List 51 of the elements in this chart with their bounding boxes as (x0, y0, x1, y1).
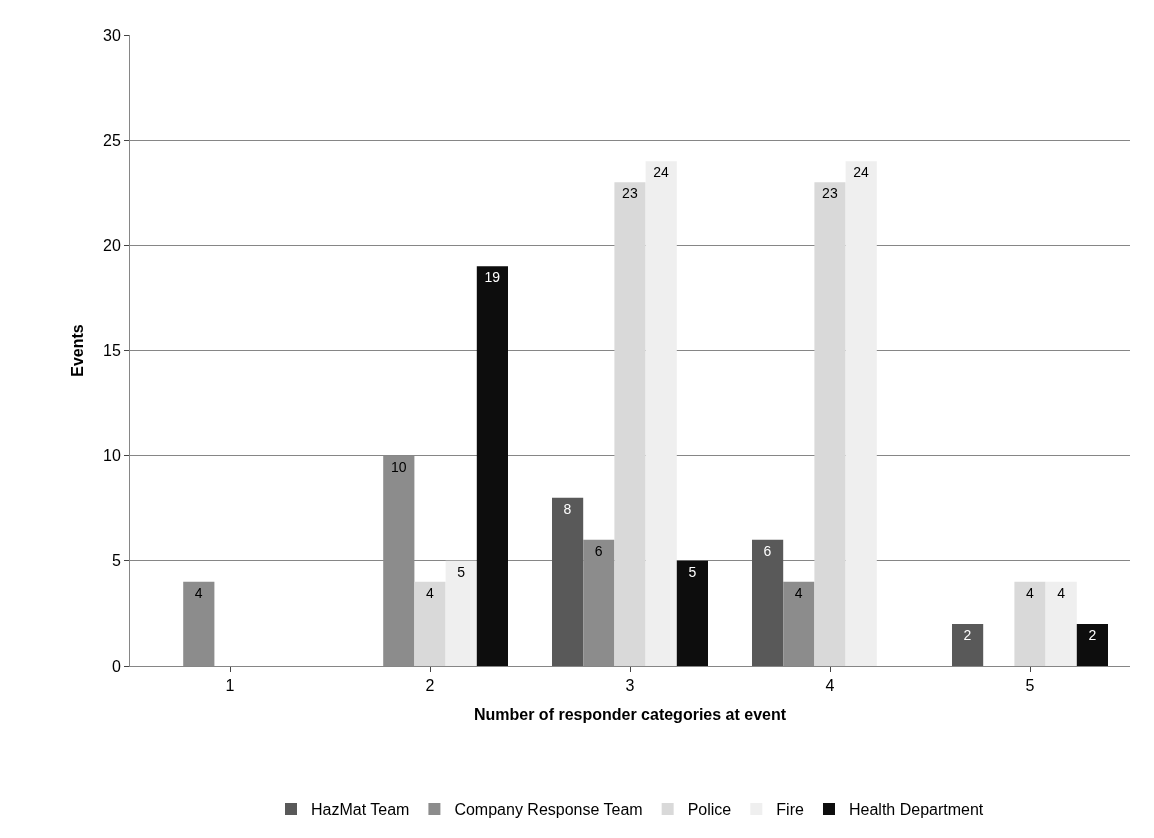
data-label: 2 (1088, 626, 1097, 643)
legend-label: HazMat Team (311, 801, 410, 819)
bar (676, 560, 708, 666)
data-label: 4 (794, 584, 803, 601)
x-axis-title: Number of responder categories at event (473, 705, 787, 723)
x-tick-label: 3 (625, 677, 635, 695)
bar (952, 623, 984, 666)
y-tick-label: 15 (103, 342, 121, 360)
bar (1014, 581, 1046, 666)
bar (1045, 581, 1077, 666)
bar (845, 161, 877, 666)
data-label: 4 (194, 584, 203, 601)
y-tick-label: 25 (103, 131, 121, 149)
data-label: 24 (853, 164, 870, 181)
data-label: 10 (390, 458, 407, 475)
bar (414, 581, 446, 666)
legend-label: Company Response Team (454, 801, 643, 819)
bar (552, 497, 584, 666)
x-tick-label: 5 (1025, 677, 1035, 695)
data-label: 5 (457, 563, 466, 580)
data-label: 23 (622, 185, 638, 202)
legend-label: Health Department (848, 801, 984, 819)
y-axis-title: Events (68, 324, 86, 377)
y-tick-label: 30 (103, 26, 121, 44)
data-label: 5 (688, 563, 697, 580)
bar (752, 539, 784, 666)
legend-label: Police (687, 801, 732, 819)
data-label: 23 (822, 185, 838, 202)
y-tick-label: 5 (111, 552, 121, 570)
bar (476, 266, 508, 666)
data-label: 4 (1057, 584, 1066, 601)
data-label: 4 (426, 584, 434, 601)
data-label: 4 (1026, 584, 1034, 601)
x-tick-label: 1 (225, 677, 235, 695)
y-tick-label: 20 (103, 236, 121, 254)
x-tick-label: 2 (425, 677, 435, 695)
bar (814, 182, 846, 666)
data-label: 2 (963, 626, 972, 643)
x-tick-label: 4 (825, 677, 835, 695)
bar (614, 182, 646, 666)
bar (1076, 623, 1108, 666)
bar (445, 560, 477, 666)
y-tick-label: 10 (103, 447, 121, 465)
data-label: 19 (484, 269, 501, 286)
data-label: 6 (594, 542, 603, 559)
legend-label: Fire (776, 801, 804, 819)
bar (645, 161, 677, 666)
data-label: 8 (563, 500, 572, 517)
data-label: 24 (653, 164, 670, 181)
y-tick-label: 0 (111, 657, 121, 675)
data-label: 6 (763, 542, 772, 559)
